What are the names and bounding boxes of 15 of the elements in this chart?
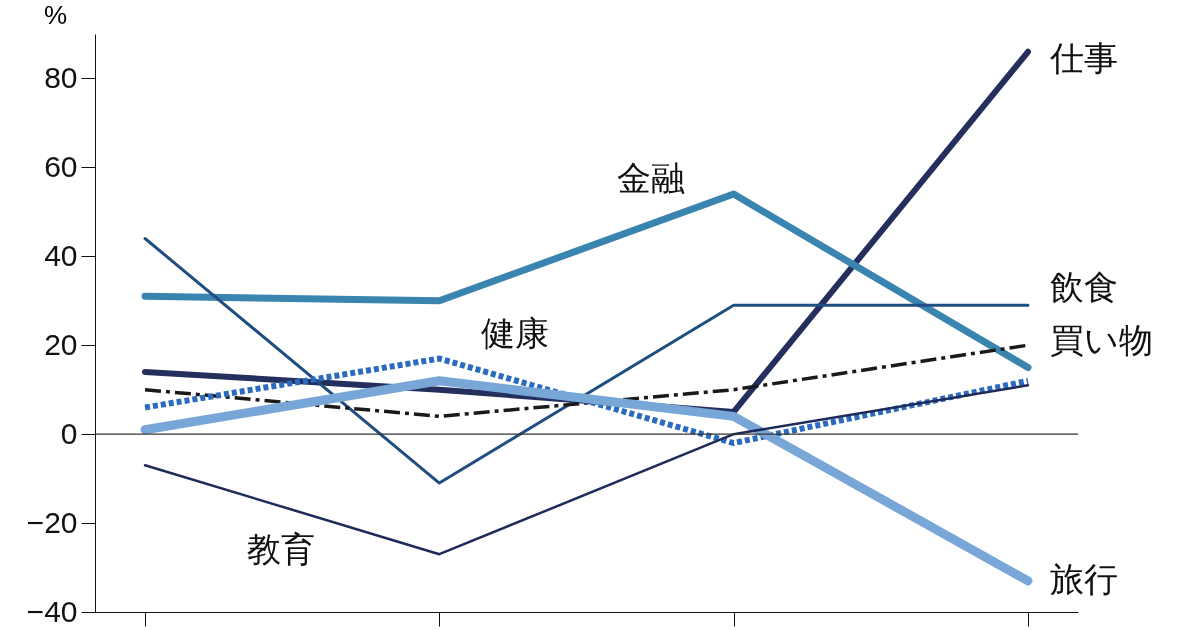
y-tick-label: 20 [44,327,78,361]
y-tick-label: −20 [26,505,78,539]
y-tick-label: 40 [44,238,78,272]
y-tick-label: −40 [26,594,78,628]
y-tick-label: 80 [44,60,78,94]
series-label: 旅行 [1049,559,1118,598]
y-tick-label: 0 [60,416,78,450]
series-label: 健康 [481,313,550,352]
series-label: 飲食 [1049,268,1118,307]
series-label: 仕事 [1048,38,1118,77]
y-tick-label: 60 [44,149,78,183]
series-label: 買い物 [1049,321,1153,360]
series-label: 金融 [616,159,685,198]
series-label: 教育 [247,530,316,569]
y-axis-title: % [43,0,68,30]
